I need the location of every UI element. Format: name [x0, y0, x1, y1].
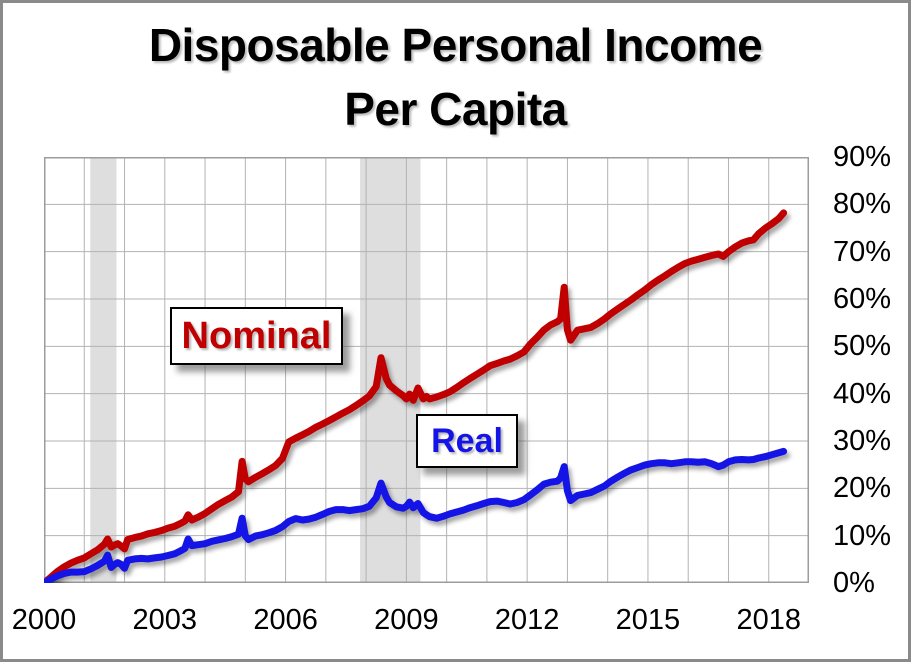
x-tick-label: 2015 — [615, 604, 681, 636]
x-tick-label: 2012 — [494, 604, 560, 636]
y-tick-label: 0% — [833, 567, 875, 599]
recession-band — [90, 157, 117, 583]
series-line-real — [44, 447, 788, 583]
y-tick-label: 60% — [833, 283, 892, 315]
x-tick-label: 2006 — [253, 604, 318, 636]
series-label-real-text: Real — [431, 421, 503, 460]
chart-title-line1: Disposable Personal Income — [148, 19, 763, 71]
recession-band — [360, 157, 421, 583]
x-tick-label: 2003 — [132, 604, 198, 636]
y-tick-label: 90% — [833, 141, 892, 173]
y-tick-label: 20% — [833, 472, 892, 505]
y-tick-label: 70% — [833, 235, 892, 268]
series-line-nominal — [44, 209, 788, 583]
chart-title: Disposable Personal Income Per Capita — [3, 13, 908, 141]
y-tick-label: 40% — [833, 377, 892, 410]
plot-area — [44, 157, 809, 583]
x-tick-label: 2000 — [11, 604, 77, 636]
x-tick-label: 2018 — [736, 604, 801, 636]
x-tick-label: 2009 — [374, 604, 439, 636]
chart-title-line2: Per Capita — [344, 83, 567, 135]
y-tick-label: 50% — [833, 330, 892, 363]
y-tick-label: 80% — [833, 188, 892, 221]
y-tick-label: 10% — [833, 519, 892, 552]
series-label-nominal: Nominal — [170, 307, 343, 365]
series-label-real: Real — [416, 414, 518, 468]
series-label-nominal-text: Nominal — [181, 314, 332, 357]
y-tick-label: 30% — [833, 425, 892, 457]
